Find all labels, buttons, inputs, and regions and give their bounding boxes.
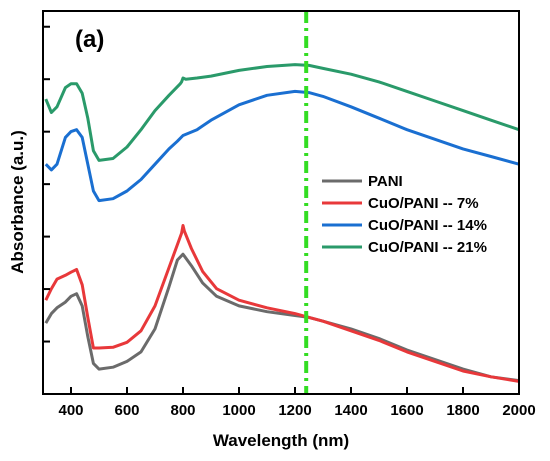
tick-layer: 400 600 800 1000 1200 1400 1600 1800 2000 xyxy=(43,25,536,419)
legend: PANI CuO/PANI -- 7% CuO/PANI -- 14% CuO/PAN… xyxy=(322,173,487,256)
x-tick-label: 800 xyxy=(170,402,195,419)
series-line-cuo-pani-21 xyxy=(44,63,520,162)
y-axis-title: Absorbance (a.u.) xyxy=(8,130,27,274)
series-line-pani xyxy=(44,252,520,383)
series-line-cuo-pani-7 xyxy=(44,224,520,383)
series-line-cuo-pani-14 xyxy=(44,89,520,203)
x-tick-label: 1200 xyxy=(278,402,311,419)
x-tick-label: 1800 xyxy=(446,402,479,419)
x-axis-title: Wavelength (nm) xyxy=(213,431,349,450)
series-layer xyxy=(44,63,520,383)
panel-label: (a) xyxy=(75,26,104,53)
x-tick-label: 1600 xyxy=(390,402,423,419)
legend-label-pani: PANI xyxy=(368,173,403,190)
legend-label-cuo-pani-14: CuO/PANI -- 14% xyxy=(368,217,487,234)
x-tick-label: 1000 xyxy=(222,402,255,419)
x-tick-label: 400 xyxy=(58,402,83,419)
x-tick-label: 2000 xyxy=(502,402,535,419)
legend-label-cuo-pani-7: CuO/PANI -- 7% xyxy=(368,195,479,212)
legend-label-cuo-pani-21: CuO/PANI -- 21% xyxy=(368,239,487,256)
x-tick-label: 1400 xyxy=(334,402,367,419)
plot-frame xyxy=(42,10,520,395)
x-tick-label: 600 xyxy=(114,402,139,419)
